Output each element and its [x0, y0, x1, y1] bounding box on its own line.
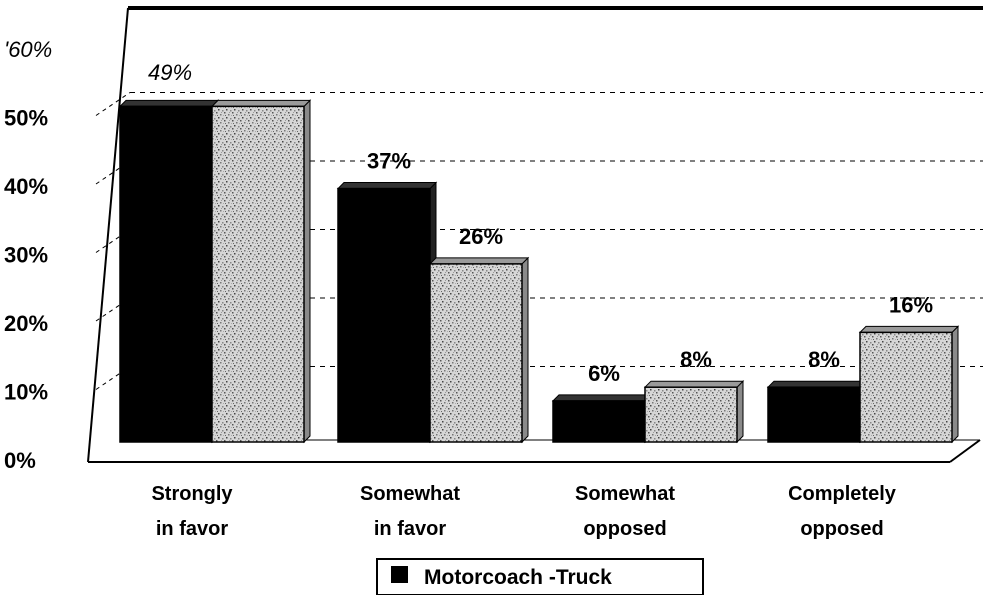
- bar-top: [858, 325, 960, 333]
- category-label: Somewhat: [360, 483, 460, 505]
- legend-label: Motorcoach -Truck: [424, 566, 612, 589]
- bar-motorcoach: [552, 400, 646, 443]
- bar-top: [643, 380, 745, 388]
- legend-swatch: [391, 566, 408, 583]
- category-label: opposed: [583, 518, 666, 540]
- y-tick-label: 10%: [4, 380, 48, 405]
- bar-side: [303, 99, 311, 444]
- floor-right-edge: [949, 439, 981, 463]
- bar-top: [210, 99, 312, 107]
- bar-motorcoach: [337, 187, 431, 443]
- bar-top: [428, 257, 530, 265]
- bar-top: [336, 182, 438, 190]
- bar-side: [521, 256, 529, 444]
- y-tick-label: 20%: [4, 311, 48, 336]
- y-axis-ticks: 0% 10% 20% 30% 40% 50% '60%: [4, 37, 52, 473]
- category-labels: Strongly in favor Somewhat in favor Somewhat…: [151, 483, 896, 540]
- data-label: 37%: [367, 149, 411, 174]
- bar-truck: [429, 263, 523, 443]
- data-label: 8%: [680, 347, 712, 372]
- bar-side: [951, 325, 959, 444]
- y-axis-line: [87, 7, 129, 463]
- bar-motorcoach: [119, 105, 213, 443]
- y-tick-label: '60%: [4, 37, 52, 62]
- data-label: 26%: [459, 224, 503, 249]
- y-tick-label: 30%: [4, 243, 48, 268]
- y-tick-label: 40%: [4, 174, 48, 199]
- bar-side: [736, 379, 744, 444]
- data-label: 8%: [808, 347, 840, 372]
- data-label: 6%: [588, 361, 620, 386]
- legend: Motorcoach -Truck: [376, 558, 704, 595]
- category-label: Somewhat: [575, 483, 675, 505]
- y-tick-label: 0%: [4, 448, 36, 473]
- category-label: opposed: [800, 518, 883, 540]
- bars: [118, 99, 960, 444]
- category-label: Completely: [788, 483, 897, 505]
- bar-motorcoach: [767, 386, 861, 443]
- legend-box: [376, 558, 704, 595]
- data-label: 16%: [889, 292, 933, 317]
- bar-truck: [211, 105, 305, 443]
- data-labels: 49% 37% 26% 6% 8% 8% 16%: [148, 60, 933, 386]
- y-tick-label: 50%: [4, 106, 48, 131]
- bar-top: [551, 394, 653, 402]
- bar-top: [118, 99, 220, 107]
- bar-top: [766, 380, 868, 388]
- grid-diagonal: [95, 92, 131, 116]
- bar-truck: [644, 386, 738, 443]
- bar-truck: [859, 331, 953, 443]
- category-label: in favor: [156, 518, 228, 540]
- category-label: Strongly: [151, 483, 233, 505]
- data-label: 49%: [148, 60, 192, 85]
- category-label: in favor: [374, 518, 446, 540]
